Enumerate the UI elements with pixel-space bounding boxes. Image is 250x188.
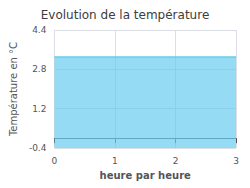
svg-text:Evolution de la température: Evolution de la température bbox=[41, 8, 210, 22]
svg-text:-0.4: -0.4 bbox=[29, 143, 47, 153]
svg-text:4.4: 4.4 bbox=[32, 25, 47, 35]
svg-text:2: 2 bbox=[173, 156, 179, 166]
svg-text:Température en °C: Température en °C bbox=[8, 42, 19, 137]
svg-text:heure par heure: heure par heure bbox=[100, 170, 191, 181]
svg-text:3: 3 bbox=[233, 156, 239, 166]
svg-text:0: 0 bbox=[52, 156, 58, 166]
svg-text:2.8: 2.8 bbox=[32, 64, 47, 74]
svg-text:1: 1 bbox=[112, 156, 118, 166]
svg-text:1.2: 1.2 bbox=[32, 104, 46, 114]
